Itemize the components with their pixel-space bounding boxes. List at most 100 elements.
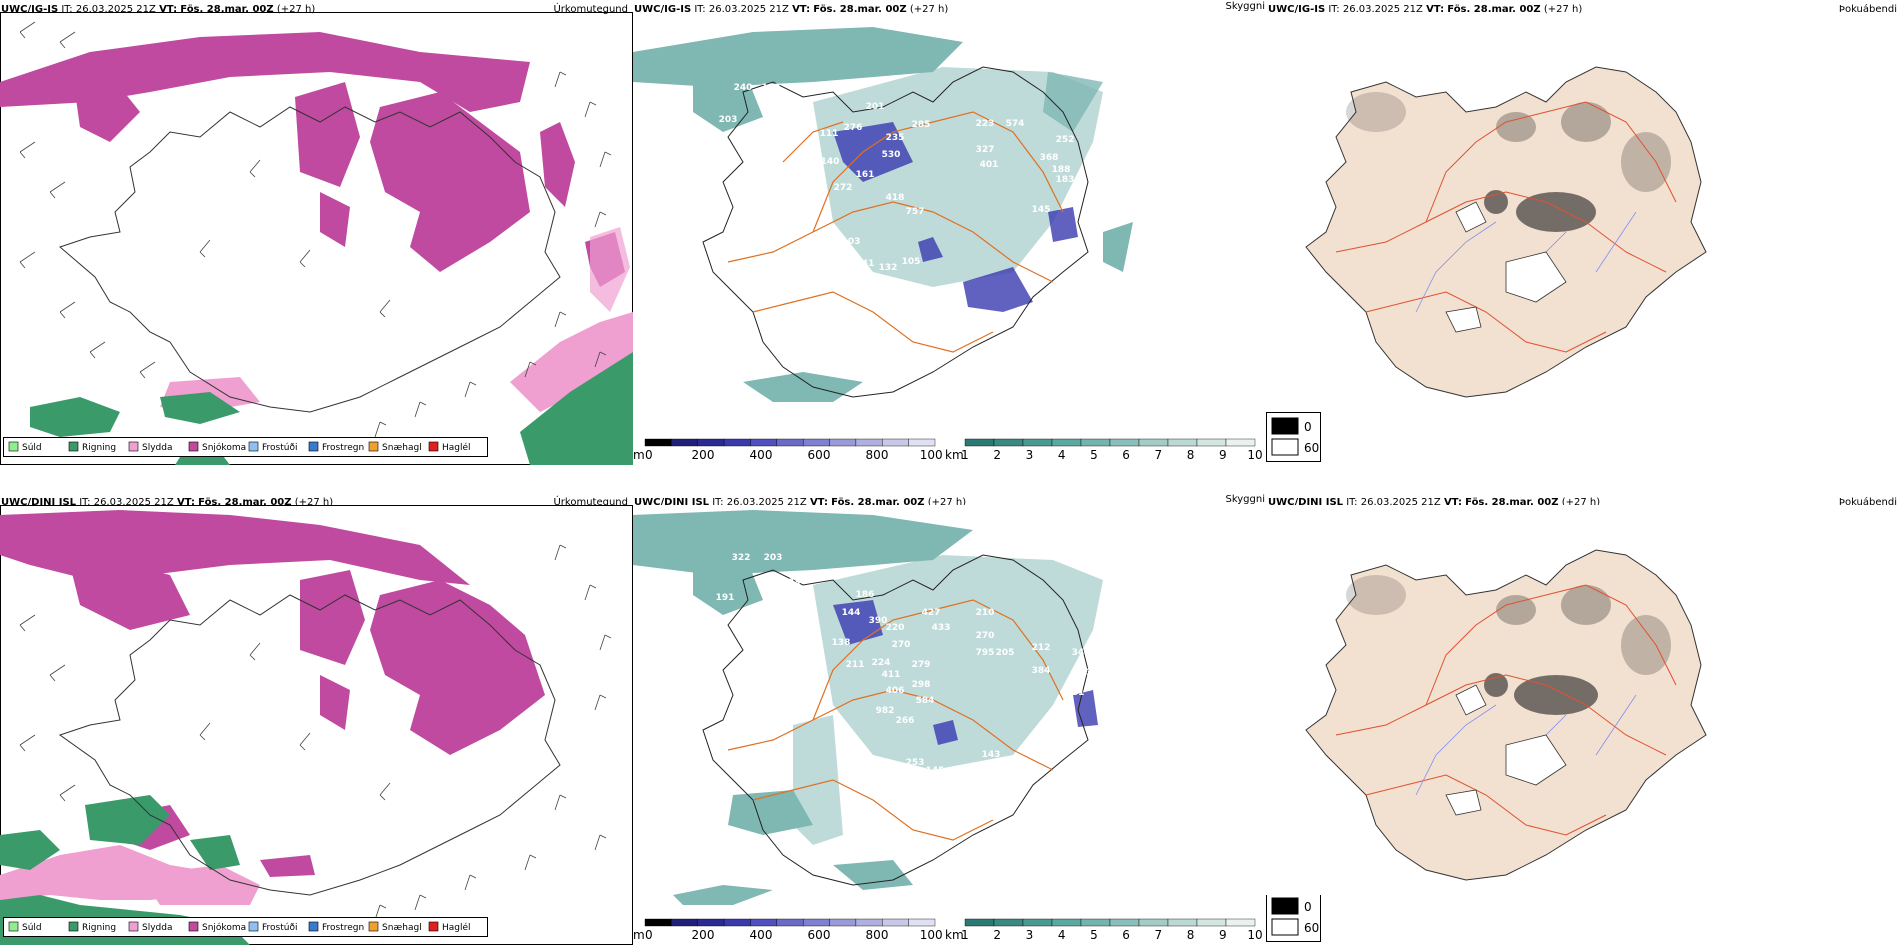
cloudbase-swatch-1-7 <box>829 918 857 927</box>
cloudbase-colorbar-row2: m0 200 400 600 800 1000 <box>633 917 950 942</box>
legend-swatch-1-5 <box>308 921 319 932</box>
cloudbase-value-1-0: 322 <box>732 553 751 563</box>
cloudbase-value-1-35: 125 <box>1006 766 1025 776</box>
cloudbase-tick-0-0: 0 <box>645 448 653 462</box>
cloudbase-tick-1-2: 400 <box>750 928 773 942</box>
precip-legend-row2: Súld Rigning Slydda Snjókoma Frostúði Frostre… <box>3 917 488 937</box>
cloudbase-swatch-1-1 <box>671 918 698 927</box>
fog-map-row2 <box>1305 549 1707 881</box>
lead-f1: (+27 h) <box>1544 4 1583 15</box>
legend-swatch-1-6 <box>368 921 379 932</box>
cloudbase-value-0-30: 133 <box>1092 157 1111 167</box>
visibility-swatch-0-9 <box>1225 438 1256 447</box>
vt-value-f2: Fös. 28.mar. 00Z <box>1465 497 1558 508</box>
cloudbase-value-1-1: 203 <box>764 553 783 563</box>
legend-swatch-0-6 <box>368 441 379 452</box>
glaciers-fog <box>1445 201 1567 333</box>
cloudbase-tick-0-3: 600 <box>808 448 831 462</box>
fog-title-row1: UWC/IG-IS IT: 26.03.2025 21Z VT: Fös. 28… <box>1268 4 1582 15</box>
cloudbase-value-0-3: 636 <box>772 113 791 123</box>
cloudbase-swatch-0-9 <box>882 438 909 447</box>
legend-swatch-0-1 <box>68 441 79 452</box>
visibility-tick-0-5: 6 <box>1122 448 1130 462</box>
it-value-c2: 26.03.2025 21Z <box>727 497 807 508</box>
visibility-tick-0-6: 7 <box>1155 448 1163 462</box>
visibility-swatch-1-2 <box>1022 918 1053 927</box>
roads-cloud <box>727 111 1064 353</box>
cloudbase-tick-0-4: 800 <box>866 448 889 462</box>
cloudbase-value-0-5: 201 <box>866 102 885 112</box>
cloudbase-value-1-10: 270 <box>892 640 911 650</box>
visibility-swatch-1-5 <box>1109 918 1140 927</box>
lead-p1: (+27 h) <box>277 4 316 15</box>
cloudbase-panel-row1: 240 183 203 636 138 201 276 111 235 140 530 161 272 4… <box>633 12 1266 465</box>
cloudbase-value-1-12: 224 <box>872 658 891 668</box>
cloudbase-swatch-0-2 <box>697 438 725 447</box>
fog-title-row2: UWC/DINI ISL IT: 26.03.2025 21Z VT: Fös.… <box>1268 497 1600 508</box>
cloudbase-tick-0-1: 200 <box>692 448 715 462</box>
visibility-swatch-1-4 <box>1080 918 1111 927</box>
cloudbase-value-1-31: 253 <box>906 758 925 768</box>
sleet-areas-2 <box>0 845 260 905</box>
legend-label-0-0: Súld <box>22 443 42 453</box>
fog-panel-row2 <box>1266 505 1900 895</box>
cloudbase-swatch-0-5 <box>776 438 804 447</box>
glaciers-fog-2 <box>1445 684 1567 816</box>
cloudbase-value-0-20: 285 <box>912 120 931 130</box>
cloud-panel-title-row1: Skyggni <box>1225 1 1265 12</box>
visibility-swatch-1-6 <box>1138 918 1169 927</box>
iceland-outline <box>59 106 561 413</box>
visibility-shading <box>633 27 1133 402</box>
cloudbase-unit-0: m <box>633 448 645 462</box>
visibility-tick-0-4: 5 <box>1090 448 1098 462</box>
visibility-tick-1-1: 2 <box>993 928 1001 942</box>
cloudbase-value-0-28: 183 <box>1056 175 1075 185</box>
legend-swatch-1-4 <box>248 921 259 932</box>
titles-row2: UWC/DINI ISL IT: 26.03.2025 21Z VT: Fös.… <box>0 493 1900 508</box>
visibility-tick-0-2: 3 <box>1026 448 1034 462</box>
cloudbase-value-0-9: 140 <box>821 157 840 167</box>
visibility-tick-0-8: 9 <box>1219 448 1227 462</box>
cloudbase-swatch-0-8 <box>855 438 883 447</box>
cloudbase-value-1-9: 220 <box>886 623 905 633</box>
vt-value-p2: Fös. 28.mar. 00Z <box>198 497 291 508</box>
cloud-panel-title-row2: Skyggni <box>1225 494 1265 505</box>
titles-row1: UWC/IG-IS IT: 26.03.2025 21Z VT: Fös. 28… <box>0 0 1900 15</box>
legend-label-1-4: Frostúði <box>262 923 297 933</box>
cloudbase-value-0-31: 94 <box>1117 177 1130 187</box>
cloudbase-swatch-0-10 <box>908 438 936 447</box>
cloudbase-value-1-26: 212 <box>1032 643 1051 653</box>
cloudbase-value-0-2: 203 <box>719 115 738 125</box>
precip-type-panel-row2 <box>0 505 633 945</box>
fog-tick-0: 0 <box>1304 420 1312 434</box>
visibility-colorbar-row1: km 1 2 3 4 5 6 7 8 9 10 <box>943 437 1263 462</box>
cloudbase-swatch-1-6 <box>802 918 830 927</box>
cloudbase-swatch-1-9 <box>882 918 909 927</box>
visibility-tick-1-3: 4 <box>1058 928 1066 942</box>
visibility-tick-0-7: 8 <box>1187 448 1195 462</box>
cloudbase-value-1-24: 795 <box>976 648 995 658</box>
cloudbase-value-0-4: 138 <box>749 143 768 153</box>
fog-shading <box>1346 92 1671 232</box>
lead-c1: (+27 h) <box>910 4 949 15</box>
visibility-swatch-0-4 <box>1080 438 1111 447</box>
cloudbase-swatch-1-2 <box>697 918 725 927</box>
visibility-swatch-1-8 <box>1196 918 1227 927</box>
cloudbase-value-1-5: 186 <box>856 590 875 600</box>
fog-map-row1 <box>1305 66 1707 398</box>
vt-value-c2: Fös. 28.mar. 00Z <box>831 497 924 508</box>
visibility-tick-1-0: 1 <box>961 928 969 942</box>
it-label-c1: IT: <box>694 4 705 15</box>
fog-tick-60: 60 <box>1304 441 1319 455</box>
visibility-tick-1-7: 8 <box>1187 928 1195 942</box>
roads-cloud-2 <box>727 599 1064 841</box>
visibility-swatch-0-1 <box>993 438 1024 447</box>
legend-swatch-0-0 <box>8 441 19 452</box>
cloudbase-value-1-23: 270 <box>976 631 995 641</box>
cloudbase-swatch-0-4 <box>750 438 778 447</box>
it-label-f1: IT: <box>1328 4 1339 15</box>
lead-f2: (+27 h) <box>1562 497 1601 508</box>
legend-swatch-0-2 <box>128 441 139 452</box>
cloudbase-value-0-13: 418 <box>886 193 905 203</box>
cloudbase-swatch-1-4 <box>750 918 778 927</box>
